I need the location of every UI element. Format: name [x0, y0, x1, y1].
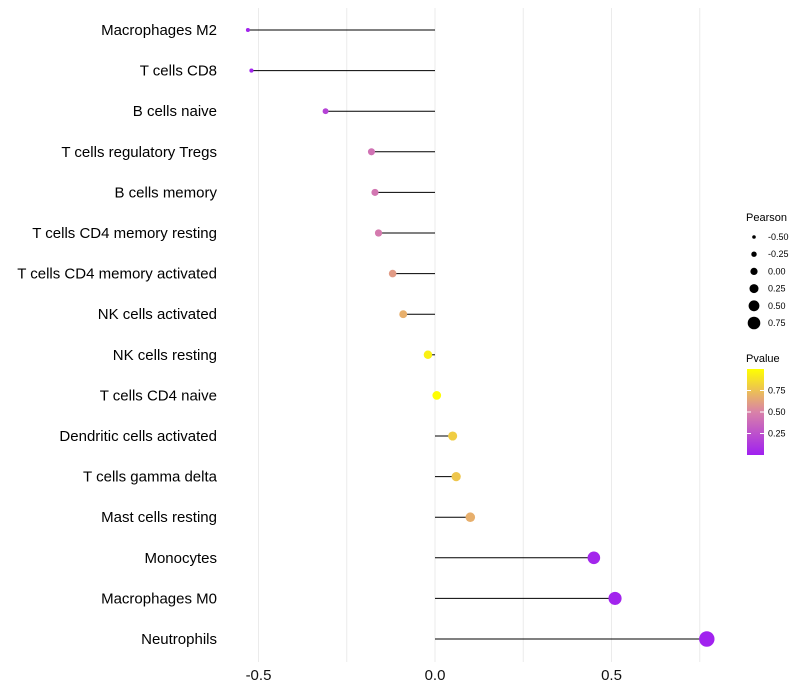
lollipop-dot [465, 512, 476, 522]
lollipop-dot [451, 472, 461, 482]
size-legend-dot [752, 235, 756, 239]
size-legend-dot [747, 316, 761, 330]
category-label: T cells CD4 memory resting [32, 225, 217, 242]
size-legend-label: -0.50 [768, 232, 789, 242]
size-legend-dot [751, 251, 757, 257]
lollipop-dot [399, 310, 408, 319]
lollipop-dot [448, 431, 458, 441]
colorbar-label: 0.50 [768, 407, 786, 417]
category-label: Monocytes [144, 550, 217, 567]
pearson-legend-title: Pearson [746, 212, 787, 224]
lollipop-dot [608, 591, 622, 605]
category-label: T cells gamma delta [83, 469, 218, 486]
category-label-layer: Macrophages M2 T cells CD8 B cells naive T … [17, 22, 217, 648]
lollipop-dot [388, 269, 397, 278]
category-label: B cells naive [133, 103, 217, 120]
stem-layer [247, 29, 707, 640]
lollipop-dot [374, 229, 383, 237]
grid-layer [258, 8, 701, 662]
lollipop-dot [587, 551, 601, 565]
lollipop-dot [322, 108, 329, 115]
pvalue-legend-title: Pvalue [746, 353, 780, 365]
colorbar-label: 0.25 [768, 429, 786, 439]
size-legend-dot [748, 300, 760, 312]
pvalue-colorbar [747, 369, 764, 455]
lollipop-dot [371, 188, 379, 196]
lollipop-dot [249, 68, 254, 73]
size-legend-dot [750, 267, 758, 275]
size-legend-label: 0.25 [768, 284, 786, 294]
category-label: T cells CD4 naive [100, 387, 217, 404]
lollipop-dot [423, 350, 433, 360]
category-label: NK cells activated [98, 306, 217, 323]
category-label: Macrophages M0 [101, 590, 217, 607]
x-tick-label: 0.0 [425, 667, 446, 684]
size-legend-label: -0.25 [768, 249, 789, 259]
category-label: T cells CD8 [140, 63, 217, 80]
x-axis-tick-layer: -0.5 0.0 0.5 [246, 667, 622, 684]
category-label: T cells CD4 memory activated [17, 266, 217, 283]
size-legend-label: 0.50 [768, 301, 786, 311]
dot-layer [245, 28, 715, 647]
pearson-size-legend: Pearson -0.50 -0.25 0.00 0.25 0.50 0.75 [746, 212, 789, 330]
size-legend-dot [749, 284, 759, 294]
colorbar-label: 0.75 [768, 386, 786, 396]
x-tick-label: 0.5 [601, 667, 622, 684]
category-label: T cells regulatory Tregs [61, 144, 217, 161]
category-label: Neutrophils [141, 631, 217, 648]
size-legend-label: 0.00 [768, 266, 786, 276]
category-label: B cells memory [114, 184, 217, 201]
lollipop-dot [432, 391, 442, 400]
lollipop-dot [699, 631, 715, 647]
x-tick-label: -0.5 [246, 667, 272, 684]
pvalue-color-legend: Pvalue 0.75 0.50 0.25 [746, 353, 786, 455]
lollipop-dot [245, 28, 250, 32]
lollipop-dot [367, 148, 375, 156]
size-legend-label: 0.75 [768, 318, 786, 328]
category-label: Macrophages M2 [101, 22, 217, 39]
category-label: Mast cells resting [101, 509, 217, 526]
category-label: Dendritic cells activated [59, 428, 217, 445]
category-label: NK cells resting [113, 347, 217, 364]
